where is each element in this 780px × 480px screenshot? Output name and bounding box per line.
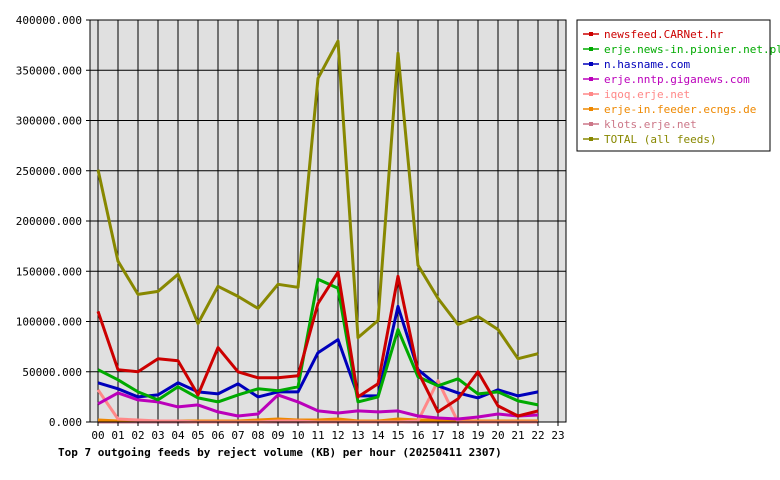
legend: newsfeed.CARNet.hr erje.news-in.pionier.n… — [576, 19, 780, 152]
series-line — [96, 270, 539, 418]
x-tick-label: 18 — [451, 429, 464, 442]
legend-swatch-marker — [589, 62, 593, 66]
legend-swatch-marker — [589, 77, 593, 81]
series-line — [96, 39, 539, 361]
series-line — [97, 304, 539, 400]
y-tick-label: 350000.000 — [16, 64, 82, 77]
x-tick-label: 09 — [271, 429, 284, 442]
x-tick-label: 11 — [311, 429, 324, 442]
legend-label: iqoq.erje.net — [604, 88, 690, 101]
y-tick-label: 150000.000 — [16, 265, 82, 278]
legend-swatch-marker — [589, 47, 593, 51]
x-tick-label: 23 — [551, 429, 564, 442]
x-tick-label: 05 — [191, 429, 204, 442]
y-tick-label: 50000.000 — [22, 366, 82, 379]
y-tick-label: 0.000 — [49, 416, 82, 429]
chart-title: Top 7 outgoing feeds by reject volume (K… — [58, 446, 502, 459]
y-tick-label: 250000.000 — [16, 165, 82, 178]
legend-label: erje-in.feeder.ecngs.de — [604, 103, 756, 116]
x-tick-label: 19 — [471, 429, 484, 442]
x-tick-label: 00 — [91, 429, 104, 442]
x-tick-label: 07 — [231, 429, 244, 442]
x-tick-label: 22 — [531, 429, 544, 442]
y-tick-label: 200000.000 — [16, 215, 82, 228]
x-tick-label: 06 — [211, 429, 224, 442]
x-tick-label: 20 — [491, 429, 504, 442]
legend-label: newsfeed.CARNet.hr — [604, 28, 724, 41]
x-tick-label: 12 — [331, 429, 344, 442]
x-tick-label: 17 — [431, 429, 444, 442]
x-tick-label: 02 — [131, 429, 144, 442]
legend-swatch-marker — [589, 107, 593, 111]
y-tick-label: 300000.000 — [16, 115, 82, 128]
legend-box — [576, 19, 771, 152]
series-line — [97, 391, 539, 421]
legend-label: n.hasname.com — [604, 58, 690, 71]
legend-swatch-marker — [589, 137, 593, 141]
x-tick-label: 21 — [511, 429, 524, 442]
x-tick-label: 03 — [151, 429, 164, 442]
y-tick-label: 400000.000 — [16, 14, 82, 27]
x-tick-label: 14 — [371, 429, 385, 442]
x-tick-label: 15 — [391, 429, 404, 442]
x-tick-label: 16 — [411, 429, 424, 442]
x-tick-label: 10 — [291, 429, 304, 442]
legend-swatch-marker — [589, 92, 593, 96]
x-tick-labels: 00 01 02 03 04 05 06 07 08 09 10 11 12 13 14 15 16 17 18 19… — [91, 422, 565, 442]
legend-swatch-marker — [589, 122, 593, 126]
legend-label: TOTAL (all feeds) — [604, 133, 717, 146]
legend-label: erje.news-in.pionier.net.pl — [604, 43, 780, 56]
grid — [90, 19, 566, 423]
legend-label: erje.nntp.giganews.com — [604, 73, 750, 86]
x-tick-label: 04 — [171, 429, 185, 442]
x-tick-label: 08 — [251, 429, 264, 442]
y-tick-label: 100000.000 — [16, 316, 82, 329]
legend-swatch-marker — [589, 32, 593, 36]
series-line — [97, 277, 539, 407]
x-tick-label: 13 — [351, 429, 364, 442]
x-tick-label: 01 — [111, 429, 124, 442]
legend-label: klots.erje.net — [604, 118, 697, 131]
y-tick-labels: 0.000 50000.000 100000.000 150000.000 200000… — [16, 14, 90, 429]
